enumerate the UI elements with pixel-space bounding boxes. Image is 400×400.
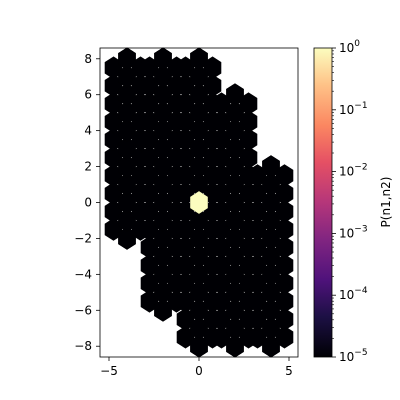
hex-bin (154, 47, 172, 71)
hex-bin (239, 92, 258, 116)
colorbar-tick-label: 10−2 (339, 163, 368, 179)
y-axis-ticks: −8 −6 −4 −2 0 2 4 6 8 (74, 52, 100, 353)
x-tick-label: 5 (285, 364, 293, 378)
colorbar-tick-label: 100 (339, 39, 360, 55)
hex-bin (239, 110, 258, 134)
colorbar-gradient (313, 47, 333, 358)
hex-bin (275, 200, 294, 223)
hex-bins (104, 47, 294, 358)
y-tick-label: −6 (74, 303, 92, 317)
colorbar-tick-label: 10−4 (339, 286, 368, 302)
y-tick-label: 4 (84, 124, 92, 138)
hex-bin (262, 155, 280, 178)
hex-bin (118, 47, 136, 71)
x-axis-ticks: −5 0 5 (100, 357, 293, 378)
hex-bin (275, 325, 294, 349)
y-tick-label: 8 (84, 52, 92, 66)
hex-bin-peak (190, 191, 208, 214)
y-tick-label: 6 (84, 88, 92, 102)
plot-area: −5 0 5 −8 −6 −4 −2 0 2 4 6 8 (74, 47, 299, 378)
colorbar: 10−5 10−4 10−3 10−2 10−1 100 P(n1,n2) (313, 39, 393, 364)
colorbar-label: P(n1,n2) (379, 177, 393, 228)
y-tick-label: −4 (74, 267, 92, 281)
colorbar-tick-label: 10−1 (339, 101, 368, 117)
hex-bin (275, 289, 294, 313)
hex-bin (239, 128, 258, 151)
hex-bin (275, 182, 294, 205)
hex-bin (275, 236, 294, 259)
hex-bin (203, 74, 222, 98)
hex-bin (275, 164, 294, 187)
x-tick-label: 0 (195, 364, 203, 378)
y-tick-label: −8 (74, 339, 92, 353)
y-tick-label: 0 (84, 196, 92, 210)
hex-bin (190, 47, 208, 71)
y-tick-label: 2 (84, 160, 92, 174)
colorbar-tick-label: 10−3 (339, 224, 368, 240)
colorbar-tick-label: 10−5 (339, 348, 368, 364)
x-tick-label: −5 (100, 364, 118, 378)
hex-bin (275, 254, 294, 277)
hex-bin (239, 146, 258, 169)
hex-bin (203, 56, 222, 80)
hex-bin (226, 83, 244, 107)
y-tick-label: −2 (74, 231, 92, 245)
colorbar-ticks: 10−5 10−4 10−3 10−2 10−1 100 (332, 39, 368, 364)
hex-bin (275, 271, 294, 295)
hex-bin (275, 307, 294, 331)
hex-bin (275, 218, 294, 241)
